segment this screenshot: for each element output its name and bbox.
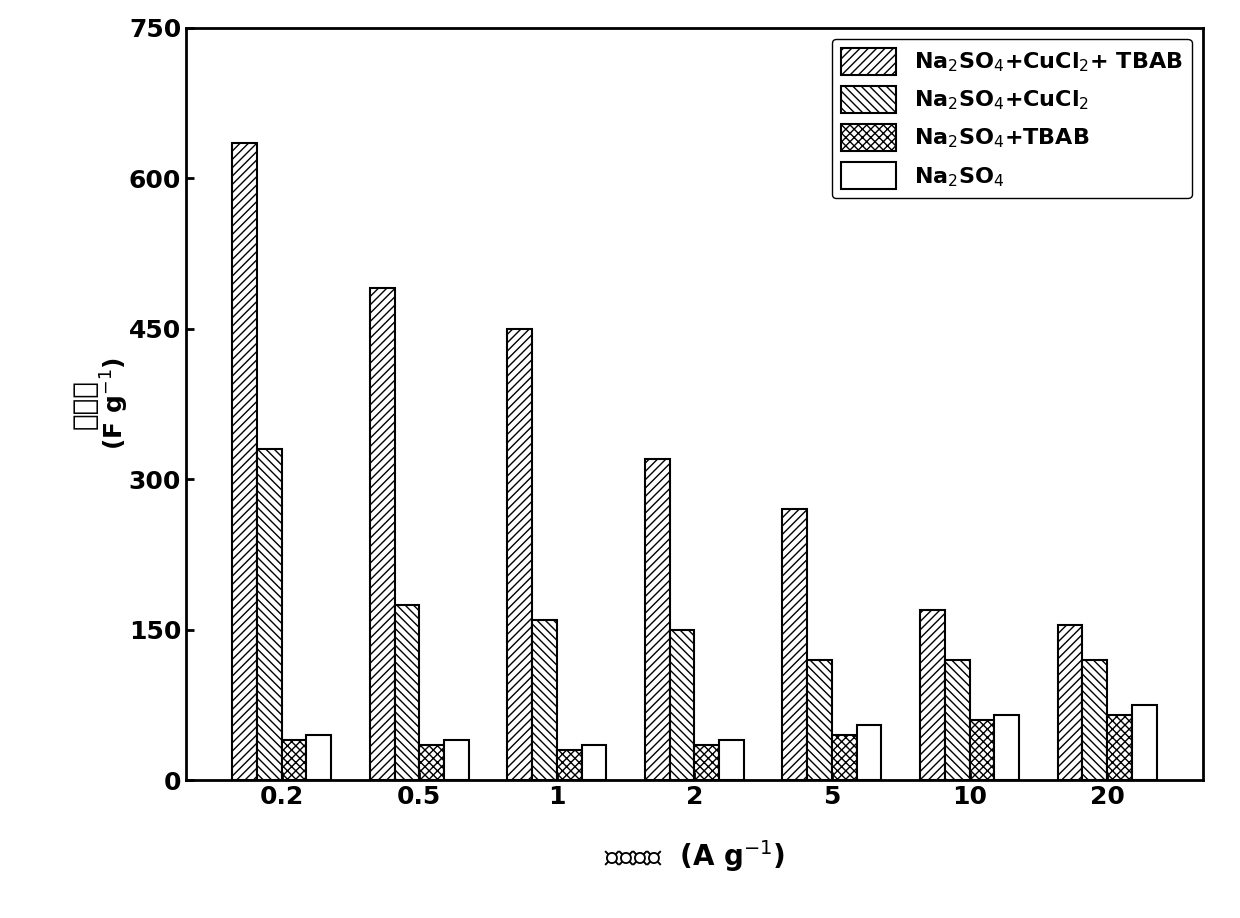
Bar — [920, 610, 945, 780]
Bar — [1132, 705, 1157, 780]
Text: 比容量: 比容量 — [71, 379, 98, 429]
Bar — [694, 745, 719, 780]
Bar — [232, 143, 257, 780]
Bar — [257, 449, 281, 780]
Bar — [532, 620, 557, 780]
Bar — [370, 288, 394, 780]
Bar — [444, 740, 469, 780]
Bar — [1107, 715, 1132, 780]
Bar — [719, 740, 744, 780]
Bar — [1058, 625, 1083, 780]
Bar — [419, 745, 444, 780]
Bar — [582, 745, 606, 780]
Bar — [281, 740, 306, 780]
Bar — [306, 735, 331, 780]
Text: 电流密度  (A g$^{-1}$): 电流密度 (A g$^{-1}$) — [604, 837, 785, 874]
Bar — [782, 509, 807, 780]
Bar — [557, 750, 582, 780]
Bar — [832, 735, 857, 780]
Bar — [994, 715, 1019, 780]
Bar — [1083, 660, 1107, 780]
Bar — [945, 660, 970, 780]
Bar — [970, 720, 994, 780]
Bar — [394, 605, 419, 780]
Bar — [807, 660, 832, 780]
Bar — [645, 459, 670, 780]
Legend: Na$_2$SO$_4$+CuCl$_2$+ TBAB, Na$_2$SO$_4$+CuCl$_2$, Na$_2$SO$_4$+TBAB, Na$_2$SO$: Na$_2$SO$_4$+CuCl$_2$+ TBAB, Na$_2$SO$_4… — [832, 39, 1192, 198]
Bar — [670, 630, 694, 780]
Bar — [507, 329, 532, 780]
Bar — [857, 725, 882, 780]
Text: (F g$^{-1}$): (F g$^{-1}$) — [99, 357, 131, 451]
